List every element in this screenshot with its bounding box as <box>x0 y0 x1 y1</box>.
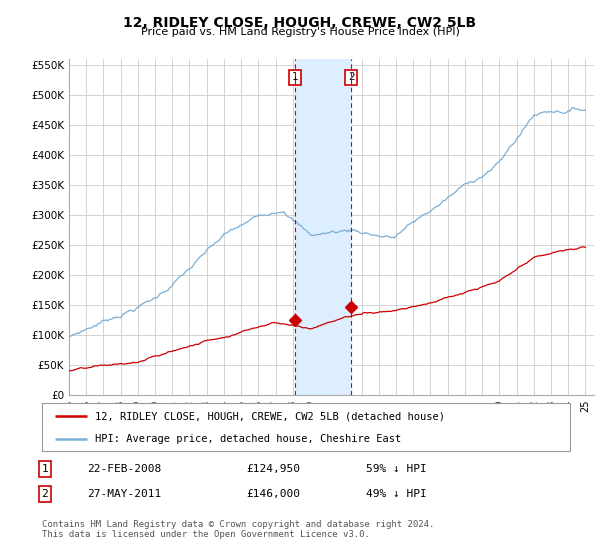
Text: 1: 1 <box>292 72 298 82</box>
Text: Price paid vs. HM Land Registry's House Price Index (HPI): Price paid vs. HM Land Registry's House … <box>140 27 460 37</box>
Text: £146,000: £146,000 <box>246 489 300 499</box>
Bar <box>295 59 351 395</box>
Text: 22-FEB-2008: 22-FEB-2008 <box>87 464 161 474</box>
Text: 1: 1 <box>41 464 49 474</box>
FancyBboxPatch shape <box>42 403 570 451</box>
Text: Contains HM Land Registry data © Crown copyright and database right 2024.
This d: Contains HM Land Registry data © Crown c… <box>42 520 434 539</box>
Text: 2: 2 <box>41 489 49 499</box>
Text: 49% ↓ HPI: 49% ↓ HPI <box>366 489 427 499</box>
Text: 12, RIDLEY CLOSE, HOUGH, CREWE, CW2 5LB (detached house): 12, RIDLEY CLOSE, HOUGH, CREWE, CW2 5LB … <box>95 411 445 421</box>
Text: 12, RIDLEY CLOSE, HOUGH, CREWE, CW2 5LB: 12, RIDLEY CLOSE, HOUGH, CREWE, CW2 5LB <box>124 16 476 30</box>
Text: HPI: Average price, detached house, Cheshire East: HPI: Average price, detached house, Ches… <box>95 434 401 444</box>
Text: 59% ↓ HPI: 59% ↓ HPI <box>366 464 427 474</box>
Text: £124,950: £124,950 <box>246 464 300 474</box>
Text: 27-MAY-2011: 27-MAY-2011 <box>87 489 161 499</box>
Text: 2: 2 <box>348 72 355 82</box>
